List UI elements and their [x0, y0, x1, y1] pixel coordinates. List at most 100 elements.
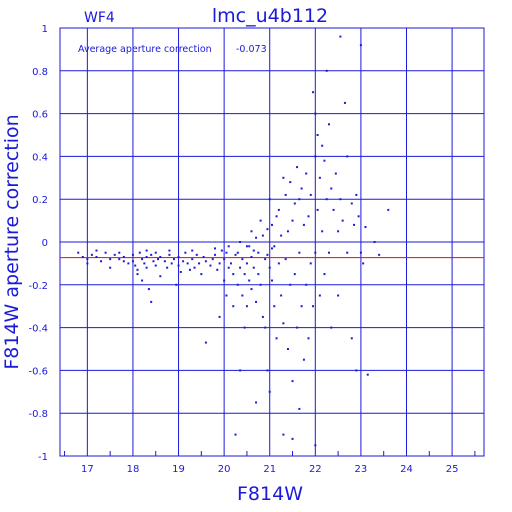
data-point	[154, 264, 157, 267]
data-point	[163, 260, 166, 263]
data-point	[122, 260, 125, 263]
data-point	[343, 101, 346, 104]
data-point	[204, 341, 207, 344]
data-point	[145, 255, 148, 258]
y-tick-label: 0.2	[32, 195, 48, 206]
data-point	[255, 236, 258, 239]
data-point	[350, 202, 353, 205]
data-point	[122, 255, 125, 258]
data-point	[268, 390, 271, 393]
data-point	[298, 198, 301, 201]
x-tick-labels: 17 18 19 20 21 22 23 24 25	[81, 464, 458, 475]
data-point	[312, 91, 315, 94]
data-point	[284, 258, 287, 261]
data-point	[243, 326, 246, 329]
data-point	[145, 266, 148, 269]
data-point	[150, 300, 153, 303]
x-tick-label: 20	[218, 464, 231, 475]
data-point	[259, 283, 262, 286]
data-point	[362, 262, 365, 265]
data-point	[209, 264, 212, 267]
data-point	[141, 279, 144, 282]
data-point	[307, 337, 310, 340]
data-point	[131, 260, 134, 263]
data-point	[136, 268, 139, 271]
data-point	[268, 266, 271, 269]
x-tick-label: 19	[172, 464, 185, 475]
data-point	[202, 255, 205, 258]
data-point	[243, 273, 246, 276]
data-point	[175, 283, 178, 286]
data-point	[257, 273, 260, 276]
data-point	[239, 241, 242, 243]
y-tick-label: 0	[42, 238, 48, 249]
data-point	[302, 223, 305, 226]
data-point	[302, 358, 305, 361]
data-point	[170, 262, 173, 265]
data-point	[346, 251, 349, 254]
data-point	[291, 380, 294, 383]
plot-frame	[59, 27, 485, 457]
data-point	[323, 273, 326, 276]
data-point	[318, 176, 321, 179]
y-axis-label: F814W aperture correction	[1, 114, 23, 369]
data-point	[282, 176, 285, 179]
y-tick-label: 1	[42, 24, 48, 35]
y-tick-label: -0.4	[28, 324, 48, 335]
data-point	[157, 258, 160, 261]
data-point	[364, 226, 367, 229]
data-point	[271, 279, 273, 282]
data-point	[330, 187, 333, 190]
data-point	[232, 305, 235, 308]
data-point	[245, 305, 248, 308]
data-point	[293, 202, 296, 205]
data-point	[296, 326, 299, 329]
data-point	[214, 253, 217, 256]
data-point	[323, 159, 326, 162]
x-tick-label: 25	[446, 464, 459, 475]
data-point	[184, 251, 187, 254]
data-point	[195, 253, 198, 256]
data-point	[314, 251, 317, 254]
data-point	[309, 262, 312, 265]
data-point	[266, 253, 269, 256]
data-points	[77, 35, 390, 447]
y-tick-label: -0.8	[28, 409, 48, 420]
data-point	[239, 266, 242, 269]
data-point	[268, 198, 271, 201]
data-point	[77, 251, 80, 254]
data-point	[332, 208, 335, 211]
data-point	[159, 275, 162, 278]
data-point	[289, 181, 292, 184]
data-point	[289, 283, 292, 286]
x-tick-label: 24	[400, 464, 413, 475]
data-point	[186, 262, 189, 265]
data-point	[282, 322, 285, 325]
data-point	[291, 219, 294, 222]
data-point	[100, 260, 103, 263]
data-point	[150, 253, 153, 256]
data-point	[81, 255, 84, 258]
data-point	[118, 258, 121, 261]
data-point	[264, 326, 267, 329]
data-point	[300, 187, 303, 190]
data-point	[225, 251, 228, 254]
data-point	[337, 294, 340, 297]
data-point	[255, 401, 258, 404]
data-point	[339, 35, 342, 38]
y-tick-label: 0.6	[32, 110, 48, 121]
grid-lines	[60, 27, 484, 457]
data-point	[286, 348, 289, 350]
data-point	[250, 255, 253, 258]
data-point	[198, 262, 201, 265]
data-point	[234, 253, 237, 256]
y-tick-label: -1	[38, 452, 48, 463]
data-point	[316, 134, 319, 136]
data-point	[355, 193, 358, 196]
data-point	[298, 251, 301, 254]
data-point	[193, 266, 196, 269]
data-point	[257, 251, 260, 254]
data-point	[325, 69, 328, 72]
data-point	[387, 208, 390, 211]
data-point	[275, 215, 278, 218]
